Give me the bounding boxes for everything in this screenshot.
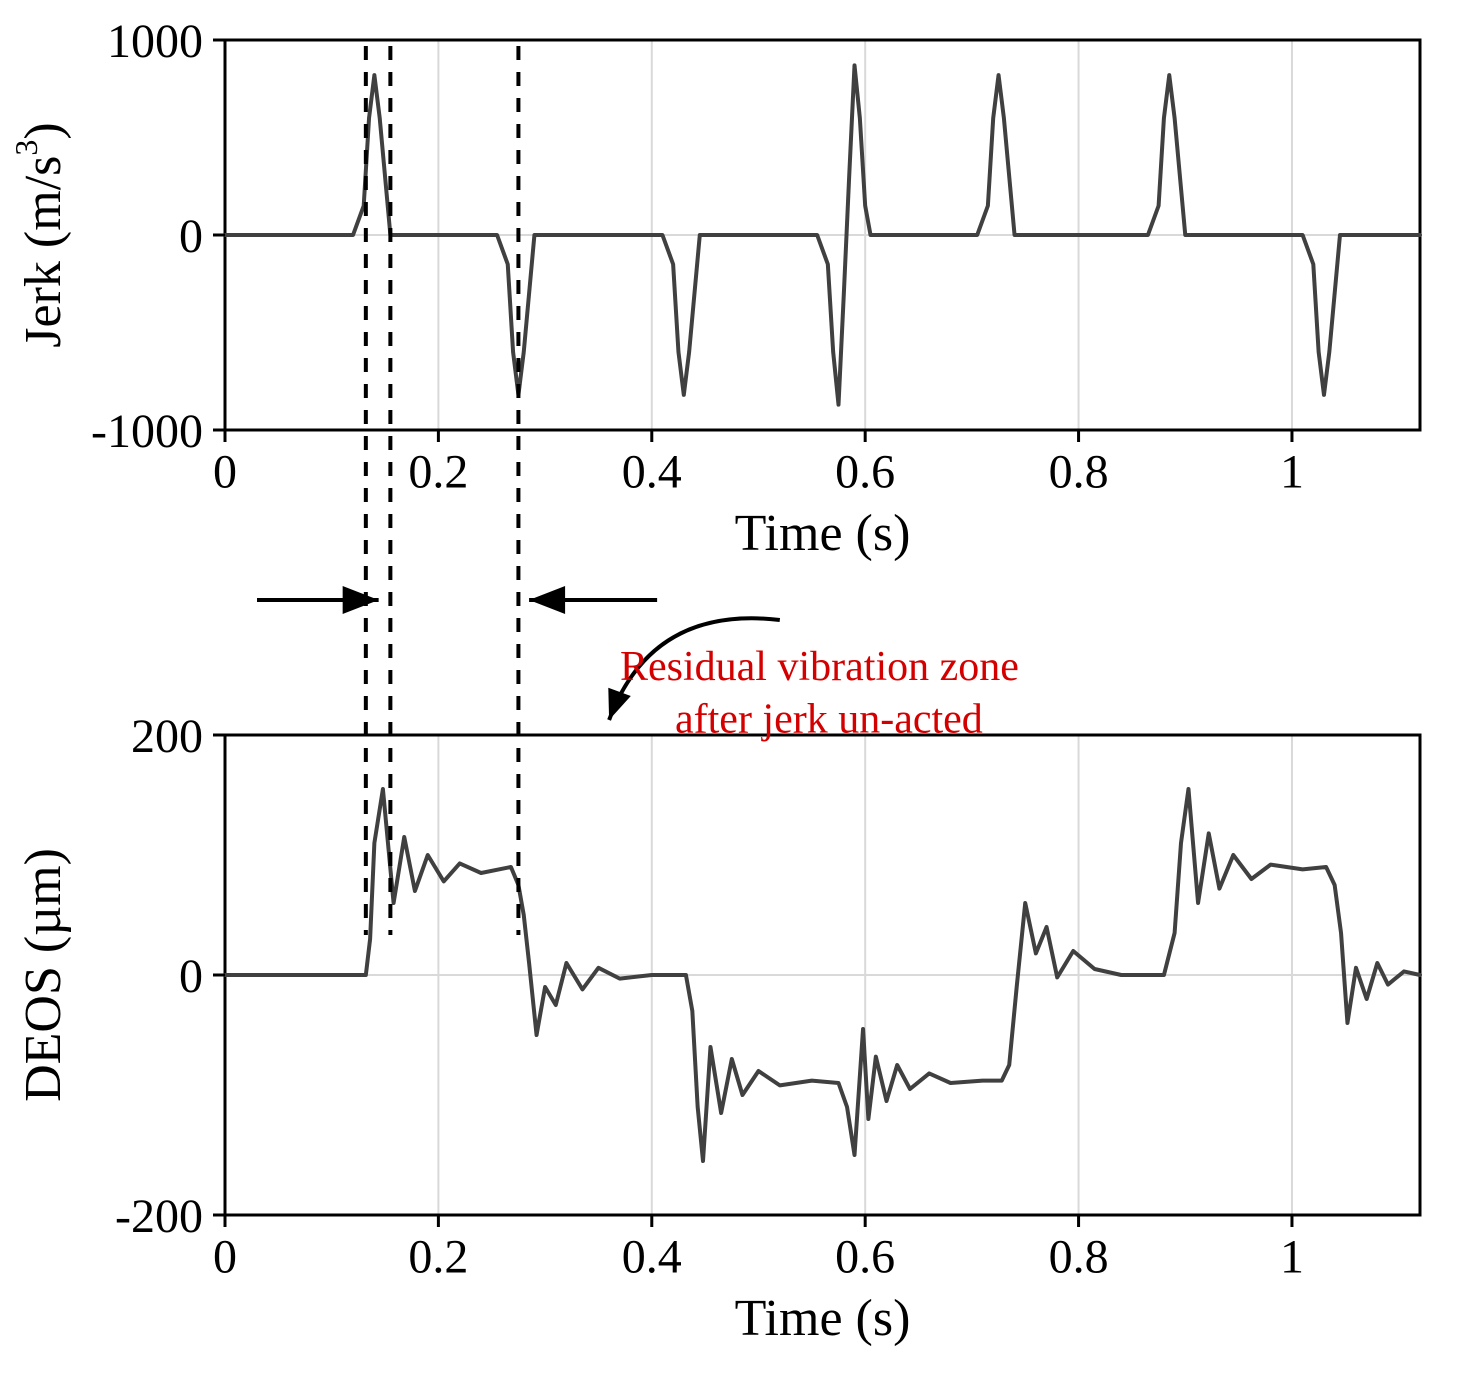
- svg-text:Time (s): Time (s): [735, 1290, 911, 1347]
- svg-text:0.8: 0.8: [1049, 446, 1109, 499]
- svg-text:0.8: 0.8: [1049, 1231, 1109, 1284]
- svg-text:Jerk (m/s3): Jerk (m/s3): [8, 122, 72, 347]
- svg-text:200: 200: [131, 710, 203, 763]
- svg-text:0.2: 0.2: [408, 1231, 468, 1284]
- svg-text:0.6: 0.6: [835, 446, 895, 499]
- svg-text:after jerk un-acted: after jerk un-acted: [675, 697, 983, 743]
- svg-text:Time (s): Time (s): [735, 505, 911, 562]
- svg-text:0.6: 0.6: [835, 1231, 895, 1284]
- figure: 00.20.40.60.81-100001000Time (s)Jerk (m/…: [0, 0, 1468, 1380]
- svg-text:-1000: -1000: [91, 405, 203, 458]
- svg-text:1: 1: [1280, 1231, 1304, 1284]
- svg-text:0: 0: [179, 950, 203, 1003]
- svg-text:DEOS (µm): DEOS (µm): [15, 848, 72, 1102]
- svg-text:0: 0: [213, 446, 237, 499]
- svg-text:0: 0: [179, 210, 203, 263]
- svg-text:0.2: 0.2: [408, 446, 468, 499]
- svg-text:1: 1: [1280, 446, 1304, 499]
- svg-text:0: 0: [213, 1231, 237, 1284]
- svg-canvas: 00.20.40.60.81-100001000Time (s)Jerk (m/…: [0, 0, 1468, 1380]
- svg-text:1000: 1000: [107, 15, 203, 68]
- svg-text:0.4: 0.4: [622, 1231, 682, 1284]
- svg-text:Residual vibration zone: Residual vibration zone: [620, 644, 1019, 690]
- svg-text:-200: -200: [115, 1190, 203, 1243]
- svg-text:0.4: 0.4: [622, 446, 682, 499]
